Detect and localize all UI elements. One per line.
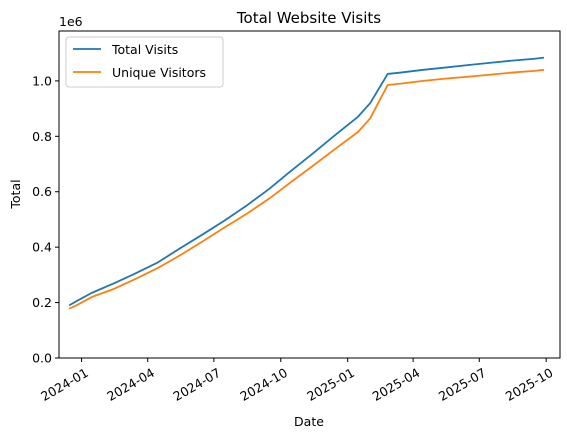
legend-label-total-visits: Total Visits	[111, 42, 178, 57]
y-tick-label: 0.6	[32, 184, 52, 199]
y-tick-label: 0.4	[32, 240, 52, 255]
series-group	[68, 56, 545, 310]
legend-label-unique-visitors: Unique Visitors	[112, 65, 206, 80]
y-axis-ticks: 0.0 0.2 0.4 0.6 0.8 1.0	[32, 73, 59, 366]
y-tick-label: 0.2	[32, 295, 52, 310]
chart-title: Total Website Visits	[236, 9, 381, 27]
series-line-unique-visitors	[68, 68, 545, 310]
y-scale-multiplier: 1e6	[59, 14, 83, 29]
legend: Total Visits Unique Visitors	[65, 36, 224, 88]
y-tick-label: 0.0	[32, 351, 52, 366]
y-tick-label: 1.0	[32, 73, 52, 88]
legend-box	[65, 36, 224, 88]
series-line-total-visits	[68, 56, 545, 307]
y-tick-label: 0.8	[32, 129, 52, 144]
axes-frame	[58, 30, 561, 359]
x-axis-label: Date	[294, 414, 324, 429]
y-axis-label: Total	[8, 179, 23, 209]
